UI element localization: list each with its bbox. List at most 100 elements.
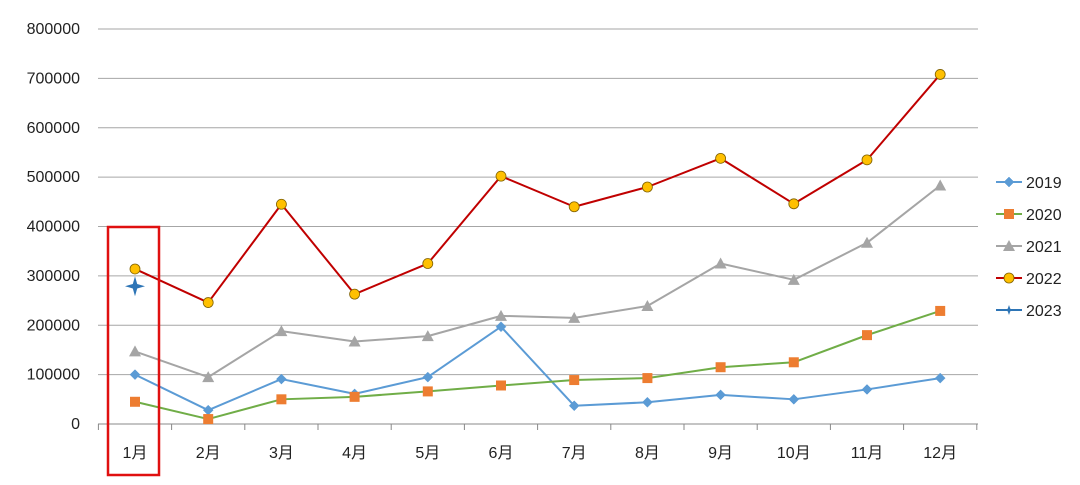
legend-marker (1004, 305, 1014, 315)
y-tick-label: 0 (71, 416, 80, 433)
data-point-2019 (934, 372, 946, 384)
data-point-2022 (422, 258, 434, 269)
y-tick-label: 300000 (27, 268, 80, 285)
data-point-2019 (861, 384, 873, 395)
data-point-2022 (934, 69, 946, 80)
data-point-2022 (788, 198, 800, 210)
legend-marker (1003, 240, 1015, 251)
x-tick-label: 4月 (342, 445, 367, 462)
legend-label: 2019 (1026, 175, 1062, 192)
y-tick-label: 400000 (27, 219, 80, 236)
legend-label: 2022 (1026, 271, 1062, 288)
data-point-2019 (568, 400, 580, 412)
x-tick-label: 3月 (269, 445, 294, 462)
series-2022 (129, 69, 946, 308)
highlight-box (106, 225, 161, 477)
y-tick-label: 600000 (27, 120, 80, 137)
series-2020 (130, 305, 946, 425)
data-point-2020 (349, 391, 360, 402)
legend-label: 2023 (1026, 303, 1062, 320)
data-point-2021 (348, 335, 361, 347)
x-axis: 1月 2月 3月 4月 5月 6月 7月 8月 9月 10月 11月 12月 (97, 423, 978, 462)
data-point-2019 (129, 369, 141, 380)
x-tick-label: 5月 (415, 445, 440, 462)
legend-marker (1003, 176, 1015, 188)
series-2021 (129, 179, 947, 383)
y-tick-label: 800000 (27, 21, 80, 38)
y-tick-label: 100000 (27, 367, 80, 384)
data-point-2020 (276, 394, 287, 405)
y-axis: 0 100000 200000 300000 400000 500000 600000 700… (27, 21, 80, 433)
data-point-2021 (861, 236, 873, 248)
data-point-2020 (715, 362, 726, 373)
y-tick-label: 500000 (27, 169, 80, 186)
data-point-2022 (715, 152, 726, 164)
x-tick-label: 8月 (635, 445, 660, 462)
data-point-2021 (934, 179, 947, 191)
data-point-2022 (642, 181, 653, 193)
data-point-2019 (788, 393, 800, 405)
legend: 2019 2020 2021 2022 2023 (996, 175, 1062, 320)
data-point-2021 (202, 371, 215, 383)
data-point-2020 (130, 396, 140, 407)
x-tick-label: 12月 (923, 445, 957, 462)
legend-label: 2021 (1026, 239, 1062, 256)
data-point-2022 (495, 170, 507, 182)
series-line-2020 (134, 309, 941, 421)
data-point-2021 (275, 325, 288, 337)
data-point-2019 (642, 396, 653, 408)
series-line-2021 (134, 184, 941, 379)
data-point-2021 (129, 345, 141, 357)
data-point-2020 (862, 330, 872, 341)
data-point-2019 (422, 371, 434, 383)
data-point-2021 (568, 311, 581, 323)
x-tick-label: 1月 (123, 445, 148, 462)
data-point-2022 (129, 263, 141, 275)
data-point-2020 (203, 414, 214, 425)
legend-item-2022: 2022 (996, 271, 1062, 288)
y-tick-label: 700000 (27, 70, 80, 87)
legend-item-2019: 2019 (996, 175, 1062, 192)
y-tick-label: 200000 (27, 317, 80, 334)
data-point-2020 (496, 380, 506, 391)
data-point-2021 (787, 273, 800, 285)
x-tick-label: 7月 (562, 445, 587, 462)
x-tick-label: 9月 (708, 445, 733, 462)
legend-label: 2020 (1026, 207, 1062, 224)
legend-item-2023: 2023 (996, 303, 1062, 320)
data-point-2019 (202, 404, 214, 416)
data-point-2022 (861, 154, 873, 166)
data-point-2021 (421, 330, 434, 342)
gridlines (98, 28, 978, 376)
data-point-2020 (788, 357, 799, 368)
x-tick-label: 2月 (196, 445, 221, 462)
data-point-2021 (495, 309, 507, 321)
data-point-2019 (276, 373, 287, 385)
legend-item-2021: 2021 (996, 239, 1062, 256)
data-point-2021 (641, 299, 654, 311)
series-group (125, 69, 947, 425)
legend-marker (1003, 272, 1015, 284)
data-point-2022 (349, 288, 361, 300)
legend-item-2020: 2020 (996, 207, 1062, 224)
data-point-2022 (202, 297, 214, 308)
x-tick-label: 10月 (777, 445, 811, 462)
data-point-2020 (935, 305, 946, 316)
series-line-2019 (134, 325, 941, 412)
data-point-2020 (569, 375, 580, 386)
data-point-2021 (714, 257, 727, 269)
data-point-2022 (568, 201, 580, 213)
highlight-rect (106, 225, 161, 477)
data-point-2020 (642, 373, 653, 384)
x-tick-label: 11月 (851, 445, 884, 462)
x-tick-label: 6月 (489, 445, 514, 462)
legend-marker (1004, 209, 1014, 219)
series-line-2022 (134, 73, 941, 304)
data-point-2019 (715, 389, 726, 401)
series-2023 (125, 276, 145, 297)
data-point-2019 (495, 321, 507, 333)
data-point-2020 (422, 386, 433, 397)
data-point-2023 (125, 276, 145, 297)
series-2019 (129, 321, 946, 416)
